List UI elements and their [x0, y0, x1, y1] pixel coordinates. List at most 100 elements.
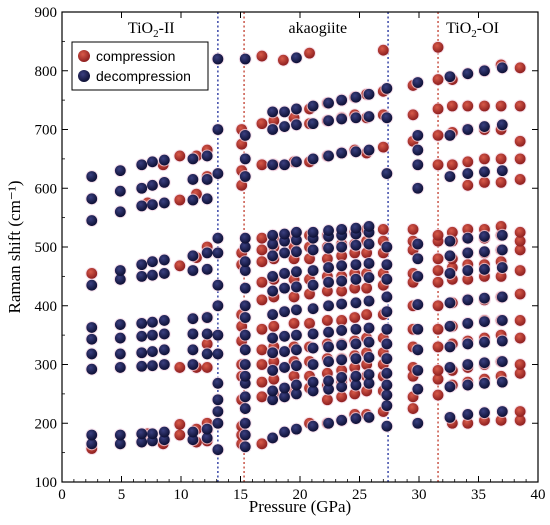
decompression-point: [336, 372, 348, 383]
compression-point: [514, 265, 526, 276]
x-tick-label: 10: [174, 487, 189, 503]
compression-point: [361, 309, 373, 320]
decompression-point: [279, 121, 290, 132]
decompression-point: [147, 329, 158, 341]
compression-point: [432, 341, 444, 353]
decompression-point: [291, 360, 302, 372]
decompression-point: [279, 106, 290, 118]
compression-point: [174, 362, 186, 373]
decompression-point: [158, 344, 170, 356]
decompression-point: [381, 367, 393, 379]
y-tick-label: 700: [35, 123, 58, 139]
decompression-point: [363, 322, 375, 334]
compression-point: [201, 362, 213, 373]
compression-point: [377, 44, 389, 56]
compression-point: [514, 367, 526, 379]
decompression-point: [239, 312, 251, 323]
legend-label-compression: compression: [96, 48, 175, 64]
decompression-point: [279, 268, 290, 279]
decompression-point: [363, 88, 375, 100]
decompression-point: [323, 262, 334, 273]
decompression-point: [147, 199, 158, 211]
decompression-point: [363, 352, 375, 363]
decompression-point: [444, 341, 456, 353]
decompression-point: [201, 247, 213, 259]
decompression-point: [114, 265, 126, 276]
x-tick-label: 5: [118, 487, 126, 503]
decompression-point: [350, 259, 362, 271]
decompression-point: [336, 260, 348, 272]
decompression-point: [323, 417, 334, 429]
compression-point: [256, 376, 268, 388]
decompression-point: [212, 329, 224, 341]
decompression-point: [291, 329, 302, 341]
decompression-point: [158, 315, 170, 326]
compression-point: [377, 223, 389, 235]
compression-point: [174, 194, 186, 206]
decompression-point: [350, 273, 362, 285]
decompression-point: [412, 383, 424, 395]
decompression-point: [158, 434, 170, 446]
decompression-point: [363, 369, 375, 380]
decompression-point: [201, 432, 213, 444]
decompression-point: [381, 82, 393, 94]
x-tick-label: 0: [58, 487, 66, 503]
decompression-point: [350, 338, 362, 350]
decompression-point: [136, 182, 148, 194]
decompression-point: [412, 344, 424, 356]
compression-point: [407, 403, 419, 414]
decompression-point: [381, 168, 393, 179]
decompression-point: [479, 336, 490, 348]
decompression-point: [187, 344, 199, 356]
decompression-point: [267, 238, 279, 250]
decompression-point: [279, 282, 290, 294]
decompression-point: [462, 338, 474, 350]
decompression-point: [381, 112, 393, 124]
compression-point: [514, 135, 526, 147]
decompression-point: [212, 348, 224, 360]
decompression-point: [279, 362, 290, 373]
decompression-point: [323, 356, 334, 367]
decompression-point: [267, 124, 279, 135]
decompression-point: [381, 306, 393, 318]
decompression-point: [158, 328, 170, 340]
decompression-point: [412, 182, 424, 194]
region-labels: TiO2-II akaogiite TiO2-OI: [128, 20, 499, 40]
compression-point: [256, 294, 268, 306]
decompression-point: [201, 174, 213, 185]
decompression-point: [412, 299, 424, 310]
decompression-point: [187, 250, 199, 262]
decompression-point: [279, 391, 290, 403]
decompression-point: [279, 346, 290, 357]
decompression-point: [496, 376, 508, 388]
compression-point: [479, 176, 490, 188]
decompression-point: [444, 250, 456, 262]
decompression-point: [147, 256, 158, 268]
decompression-point: [114, 332, 126, 344]
decompression-point: [323, 242, 334, 254]
decompression-point: [86, 193, 98, 205]
decompression-point: [444, 171, 456, 182]
compression-point: [201, 338, 213, 350]
compression-point: [514, 226, 526, 238]
decompression-point: [479, 166, 490, 178]
decompression-point: [479, 65, 490, 77]
decompression-point: [350, 353, 362, 365]
y-tick-label: 900: [35, 5, 58, 21]
compression-point: [174, 429, 186, 441]
compression-point: [407, 109, 419, 121]
decompression-point: [479, 407, 490, 419]
decompression-point: [136, 259, 148, 271]
decompression-point: [239, 429, 251, 441]
decompression-point: [187, 265, 199, 276]
decompression-point: [86, 333, 98, 345]
compression-point: [446, 100, 458, 112]
decompression-point: [462, 232, 474, 244]
decompression-point: [291, 379, 302, 391]
decompression-point: [267, 270, 279, 282]
decompression-point: [323, 115, 334, 127]
compression-point: [432, 323, 444, 335]
decompression-point: [147, 316, 158, 328]
decompression-point: [496, 229, 508, 241]
decompression-point: [267, 229, 279, 241]
